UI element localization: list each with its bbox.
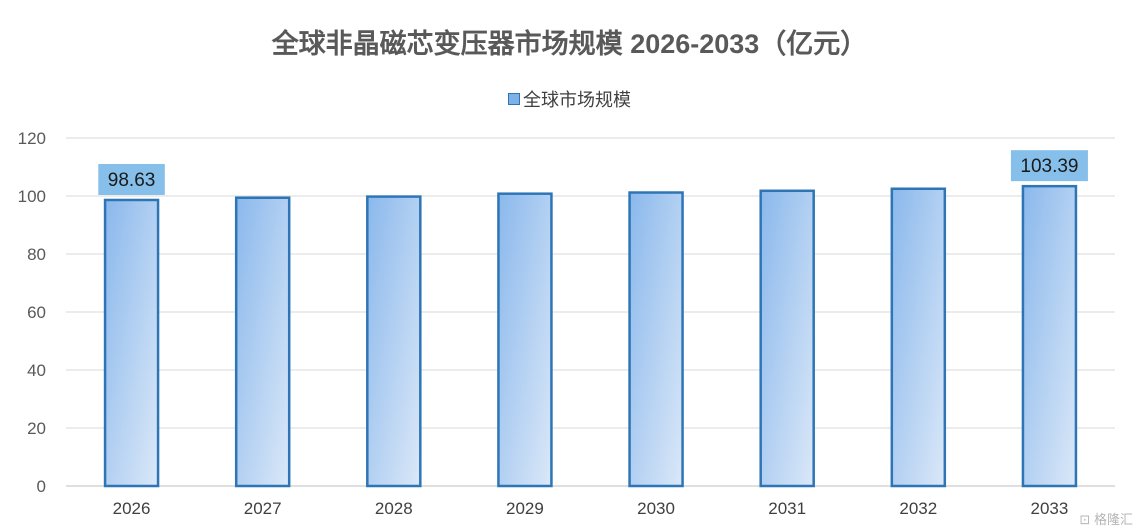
bars <box>103 184 1078 488</box>
x-axis-ticks: 2026 2027 2028 2029 2030 2031 2032 2033 <box>113 499 1069 518</box>
legend: 全球市场规模 <box>0 86 1139 112</box>
gridlines <box>66 137 1115 487</box>
y-tick-label: 60 <box>27 303 46 322</box>
bar <box>366 195 422 488</box>
bar <box>890 187 947 488</box>
legend-label: 全球市场规模 <box>523 90 631 110</box>
x-tick-label: 2032 <box>899 499 937 518</box>
chart-title: 全球非晶磁芯变压器市场规模 2026-2033（亿元） <box>271 29 868 59</box>
y-tick-label: 20 <box>27 419 46 438</box>
x-tick-label: 2026 <box>113 499 151 518</box>
y-tick-label: 120 <box>18 129 46 148</box>
x-tick-label: 2029 <box>506 499 544 518</box>
data-labels: 98.63 103.39 <box>98 150 1088 195</box>
bar <box>759 189 815 488</box>
data-label: 98.63 <box>108 170 156 191</box>
x-tick-label: 2031 <box>768 499 806 518</box>
y-axis-ticks: 0 20 40 60 80 100 120 <box>18 129 46 496</box>
data-label-box <box>1010 150 1088 182</box>
x-tick-label: 2027 <box>244 499 282 518</box>
legend-swatch <box>508 93 520 105</box>
watermark-logo: ⊡ 格隆汇 <box>1079 512 1133 527</box>
data-label: 103.39 <box>1020 156 1078 177</box>
x-tick-label: 2033 <box>1031 499 1069 518</box>
x-tick-label: 2028 <box>375 499 413 518</box>
bar <box>628 191 684 488</box>
x-tick-label: 2030 <box>637 499 675 518</box>
y-tick-label: 100 <box>18 187 46 206</box>
bar <box>103 198 160 488</box>
y-tick-label: 0 <box>37 477 46 496</box>
y-tick-label: 80 <box>27 245 46 264</box>
data-label-box <box>98 163 165 195</box>
bar <box>234 196 291 488</box>
bar <box>497 192 553 488</box>
bar <box>1021 184 1078 488</box>
y-tick-label: 40 <box>27 361 46 380</box>
